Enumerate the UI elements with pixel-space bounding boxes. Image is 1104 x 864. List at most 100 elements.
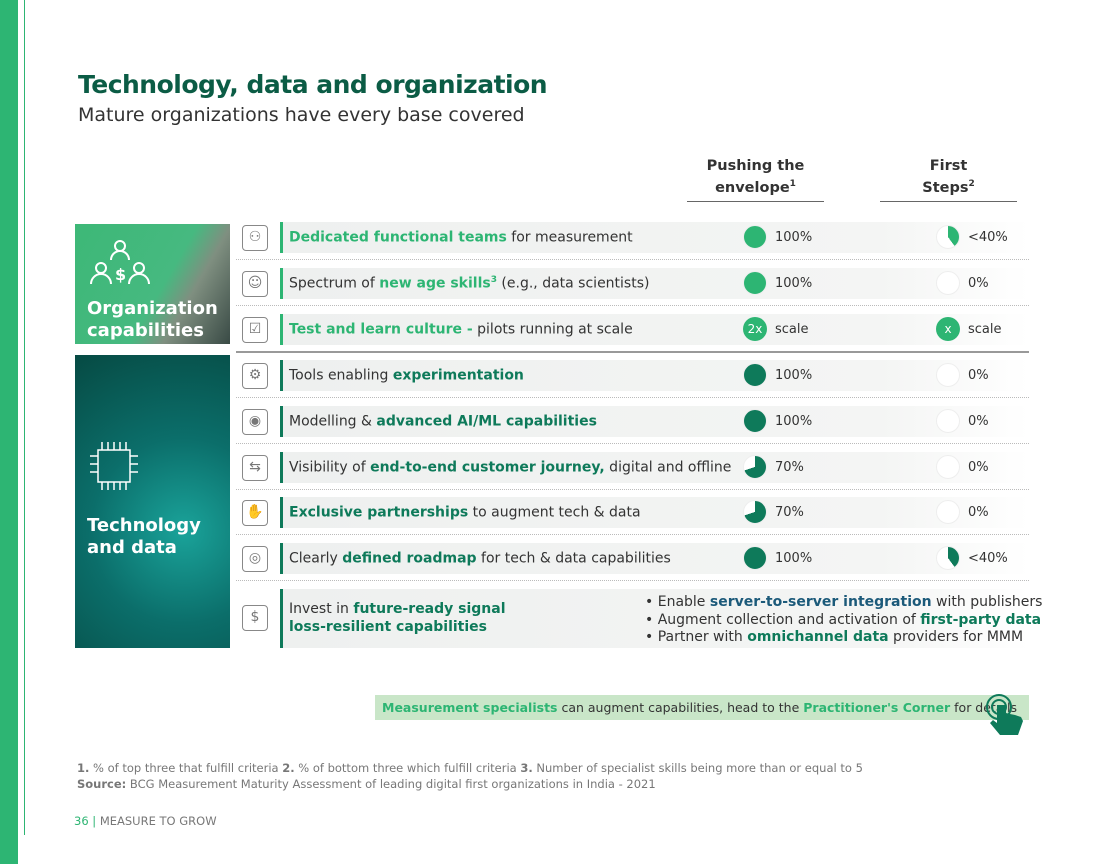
pie-indicator bbox=[936, 455, 960, 479]
pie-indicator bbox=[743, 546, 767, 570]
people-money-icon: $ bbox=[90, 240, 150, 285]
pushing-envelope-value: 100% bbox=[775, 230, 813, 245]
pie-indicator bbox=[743, 455, 767, 479]
row-label: Invest in future-ready signal loss-resili… bbox=[289, 601, 506, 635]
first-steps-value: 0% bbox=[968, 505, 989, 520]
first-steps-value: <40% bbox=[968, 551, 1008, 566]
row-label: Modelling & advanced AI/ML capabilities bbox=[289, 413, 597, 430]
first-steps-value: <40% bbox=[968, 230, 1008, 245]
row-label: Visibility of end-to-end customer journe… bbox=[289, 459, 732, 476]
chip-icon bbox=[90, 442, 138, 490]
bullet-item: • Augment collection and activation of f… bbox=[645, 611, 1042, 628]
panel-label: capabilities bbox=[87, 320, 204, 341]
row-label: Exclusive partnerships to augment tech &… bbox=[289, 504, 641, 521]
pie-indicator bbox=[936, 546, 960, 570]
pushing-envelope-value: 70% bbox=[775, 460, 804, 475]
pie-indicator bbox=[936, 500, 960, 524]
capability-row: ◉ Modelling & advanced AI/ML capabilitie… bbox=[236, 406, 1029, 437]
pie-indicator bbox=[936, 271, 960, 295]
handshake-icon: ✋ bbox=[242, 500, 268, 526]
first-steps-value: 0% bbox=[968, 368, 989, 383]
pie-indicator bbox=[936, 409, 960, 433]
row-background bbox=[280, 543, 1029, 574]
page-footer: 36 | MEASURE TO GROW bbox=[74, 814, 217, 828]
clipboard-checklist-icon: ☑ bbox=[242, 317, 268, 343]
column-header-pushing-envelope: Pushing the envelope1 bbox=[687, 157, 824, 202]
row-background bbox=[280, 222, 1029, 253]
page-subtitle: Mature organizations have every base cov… bbox=[78, 104, 525, 126]
capability-row: ✋ Exclusive partnerships to augment tech… bbox=[236, 497, 1029, 528]
row-background bbox=[280, 589, 1029, 648]
panel-label: Organization bbox=[87, 298, 218, 319]
pushing-envelope-value: 100% bbox=[775, 551, 813, 566]
bullet-list: • Enable server-to-server integration wi… bbox=[645, 594, 1042, 647]
page-title: Technology, data and organization bbox=[78, 70, 548, 99]
first-steps-value: 0% bbox=[968, 414, 989, 429]
capability-row: ◎ Clearly defined roadmap for tech & dat… bbox=[236, 543, 1029, 574]
bullet-item: • Partner with omnichannel data provider… bbox=[645, 629, 1024, 645]
row-label: Clearly defined roadmap for tech & data … bbox=[289, 550, 671, 567]
dollar-network-icon: $ bbox=[242, 605, 268, 631]
technology-data-panel: Technology and data bbox=[75, 355, 230, 648]
pushing-envelope-value: 100% bbox=[775, 368, 813, 383]
experiment-gear-icon: ⚙ bbox=[242, 363, 268, 389]
bullet-item: • Enable server-to-server integration wi… bbox=[645, 594, 1043, 610]
pushing-envelope-value: scale bbox=[775, 322, 809, 337]
row-separator bbox=[236, 397, 1029, 398]
column-header-first-steps: First Steps2 bbox=[880, 157, 1017, 202]
side-accent-bar bbox=[0, 0, 18, 864]
first-steps-value: 0% bbox=[968, 276, 989, 291]
scale-chip: 2x bbox=[743, 317, 767, 341]
scale-chip: x bbox=[936, 317, 960, 341]
row-separator bbox=[236, 259, 1029, 260]
capability-row: ☺ Spectrum of new age skills3 (e.g., dat… bbox=[236, 268, 1029, 299]
practitioners-corner-callout[interactable]: Measurement specialists can augment capa… bbox=[375, 695, 1029, 720]
row-label: Spectrum of new age skills3 (e.g., data … bbox=[289, 275, 650, 292]
row-separator bbox=[236, 305, 1029, 306]
row-separator bbox=[236, 443, 1029, 444]
pie-indicator bbox=[936, 225, 960, 249]
row-separator bbox=[236, 534, 1029, 535]
tap-hand-icon[interactable] bbox=[985, 693, 1027, 739]
panel-label: and data bbox=[87, 537, 177, 558]
pie-indicator bbox=[936, 363, 960, 387]
row-background bbox=[280, 452, 1029, 483]
row-label: Tools enabling experimentation bbox=[289, 367, 524, 384]
first-steps-value: 0% bbox=[968, 460, 989, 475]
first-steps-value: scale bbox=[968, 322, 1002, 337]
pushing-envelope-value: 100% bbox=[775, 276, 813, 291]
roadmap-icon: ◎ bbox=[242, 546, 268, 572]
row-background bbox=[280, 360, 1029, 391]
organization-capabilities-panel: $ Organization capabilities bbox=[75, 224, 230, 344]
signal-loss-row: $ Invest in future-ready signal loss-resi… bbox=[236, 589, 1029, 648]
row-label: Dedicated functional teams for measureme… bbox=[289, 229, 633, 246]
capability-row: ☑ Test and learn culture - pilots runnin… bbox=[236, 314, 1029, 345]
pie-indicator bbox=[743, 409, 767, 433]
pie-indicator bbox=[743, 500, 767, 524]
eye-monitor-icon: ◉ bbox=[242, 409, 268, 435]
svg-text:$: $ bbox=[115, 265, 126, 284]
row-background bbox=[280, 268, 1029, 299]
row-separator bbox=[236, 580, 1029, 581]
side-accent-line bbox=[24, 0, 25, 835]
panel-label: Technology bbox=[87, 515, 201, 536]
pie-indicator bbox=[743, 363, 767, 387]
footnotes: 1. % of top three that fulfill criteria … bbox=[77, 761, 863, 775]
capability-row: ⚙ Tools enabling experimentation 100% 0% bbox=[236, 360, 1029, 391]
capability-row: ⇆ Visibility of end-to-end customer jour… bbox=[236, 452, 1029, 483]
row-background bbox=[280, 406, 1029, 437]
source-note: Source: BCG Measurement Maturity Assessm… bbox=[77, 777, 656, 791]
customer-journey-icon: ⇆ bbox=[242, 455, 268, 481]
pushing-envelope-value: 100% bbox=[775, 414, 813, 429]
row-label: Test and learn culture - pilots running … bbox=[289, 321, 633, 338]
pushing-envelope-value: 70% bbox=[775, 505, 804, 520]
row-background bbox=[280, 497, 1029, 528]
team-icon: ⚇ bbox=[242, 225, 268, 251]
capability-row: ⚇ Dedicated functional teams for measure… bbox=[236, 222, 1029, 253]
pie-indicator bbox=[743, 225, 767, 249]
brain-head-icon: ☺ bbox=[242, 271, 268, 297]
section-divider bbox=[236, 351, 1029, 353]
pie-indicator bbox=[743, 271, 767, 295]
row-separator bbox=[236, 489, 1029, 490]
row-background bbox=[280, 314, 1029, 345]
